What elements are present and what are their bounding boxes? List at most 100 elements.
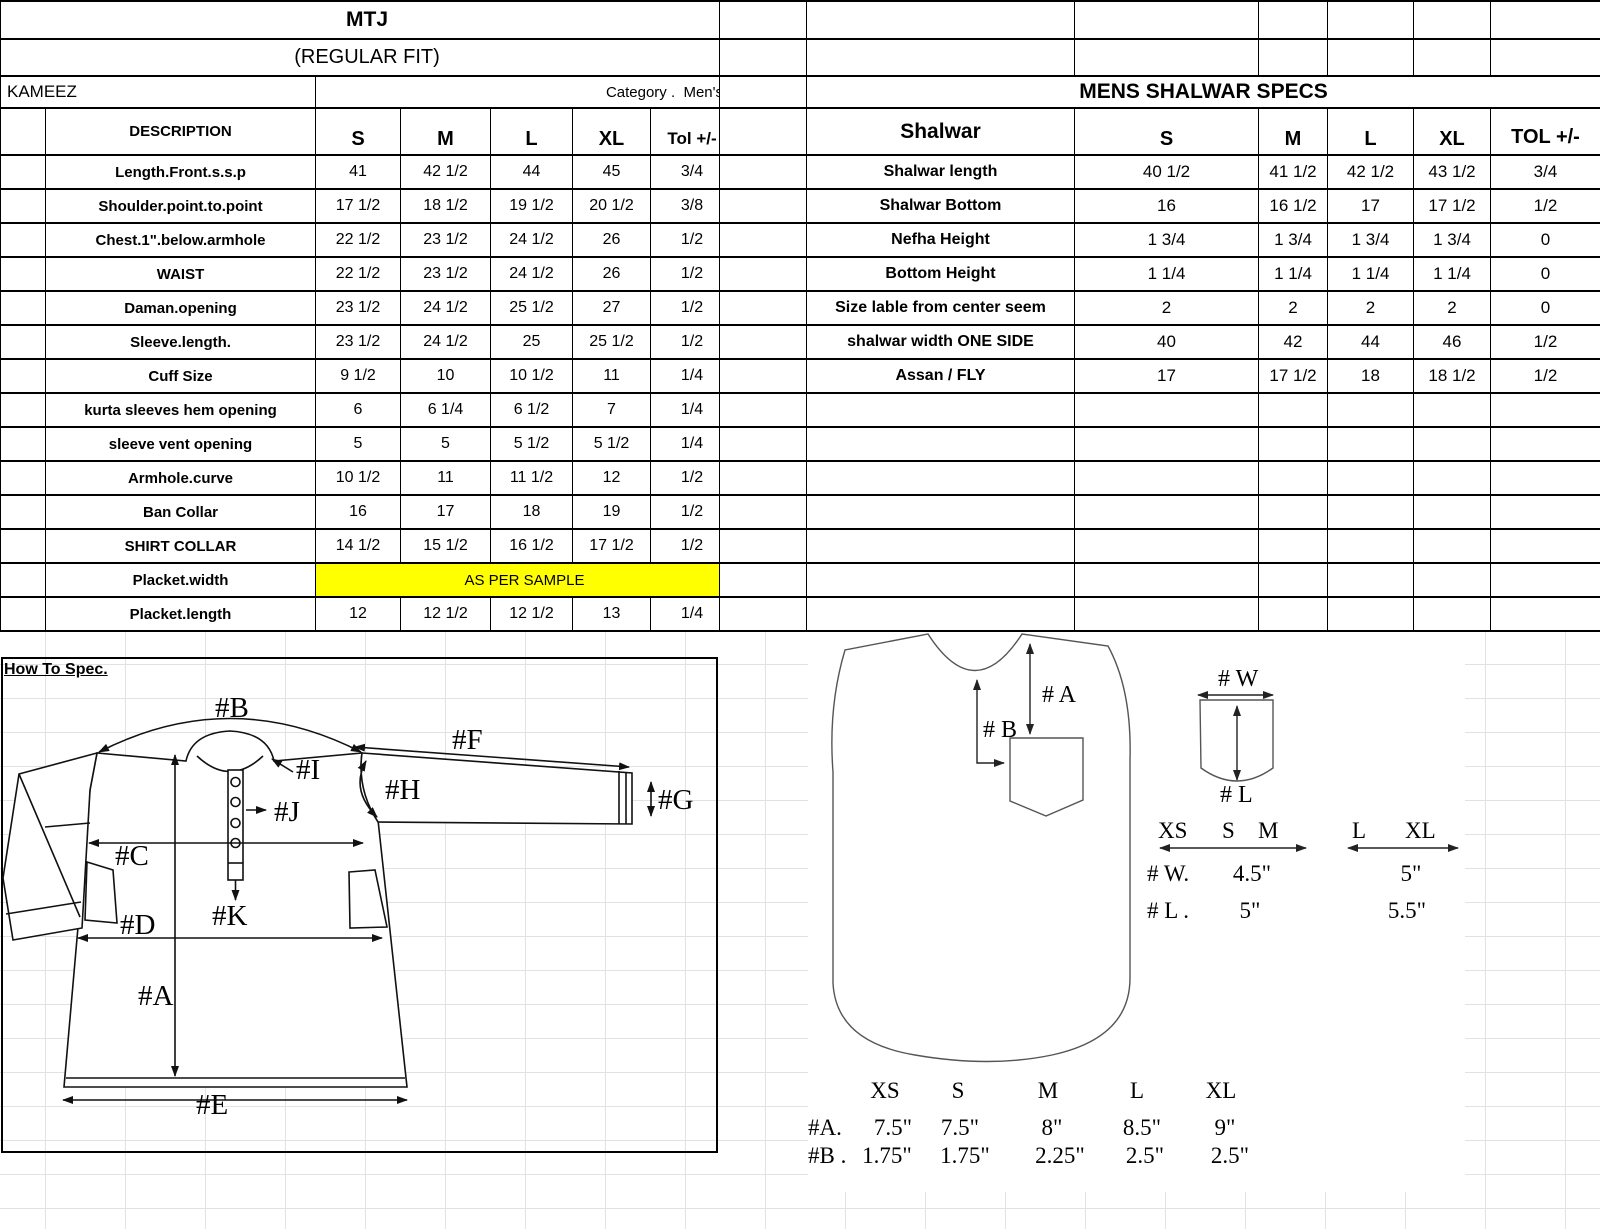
- size-value-cell: 2: [1074, 290, 1259, 326]
- description-cell: Placket.width: [45, 562, 316, 598]
- empty-cell: [1490, 562, 1600, 598]
- size-value-cell: 22 1/2: [315, 222, 401, 258]
- size-value-cell: 5 1/2: [572, 426, 651, 462]
- size-value-cell: 27: [572, 290, 651, 326]
- shalwar-spec-table: MENS SHALWAR SPECS Shalwar S M L XL TOL …: [719, 0, 1600, 632]
- size-value-cell: 17: [1074, 358, 1259, 394]
- empty-cell: [806, 494, 1075, 530]
- size-value-cell: 9 1/2: [315, 358, 401, 394]
- description-cell: Daman.opening: [45, 290, 316, 326]
- empty-cell: [806, 0, 1075, 40]
- description-cell: Shalwar length: [806, 154, 1075, 190]
- spec-row: Shoulder.point.to.point 17 1/2 18 1/2 19 1/…: [0, 188, 735, 224]
- size-value-cell: 16: [1074, 188, 1259, 224]
- size-col-xl: XL: [1206, 1078, 1237, 1103]
- size-value-cell: 11 1/2: [490, 460, 573, 496]
- size-value-cell: 22 1/2: [315, 256, 401, 292]
- size-range1-m: M: [1258, 818, 1278, 843]
- empty-row: [719, 562, 1600, 598]
- empty-cell: [1258, 460, 1328, 496]
- empty-cell: [1074, 392, 1259, 428]
- empty-cell: [1074, 528, 1259, 564]
- kameez-spec-table: MTJ (REGULAR FIT) KAMEEZ Category . Men'…: [0, 0, 735, 632]
- description-cell: SHIRT COLLAR: [45, 528, 316, 564]
- size-value-cell: 2: [1258, 290, 1328, 326]
- size-value-cell: 12: [572, 460, 651, 496]
- spec-row: Placket.length 12 12 1/2 12 1/2 13 1/4: [0, 596, 735, 632]
- empty-row: [719, 528, 1600, 564]
- dim-label-a: # A: [1042, 682, 1077, 708]
- spec-row: shalwar width ONE SIDE 40 42 44 46 1/2: [719, 324, 1600, 360]
- spec-row: kurta sleeves hem opening 6 6 1/4 6 1/2 7 1/4: [0, 392, 735, 428]
- empty-cell: [806, 426, 1075, 462]
- empty-cell: [0, 358, 46, 394]
- col-header-s: S: [315, 107, 401, 156]
- col-header-xl: XL: [1413, 107, 1491, 156]
- pocket-length-label: # L: [1220, 782, 1253, 808]
- size-value-cell: 2: [1327, 290, 1414, 326]
- col-header-l: L: [490, 107, 573, 156]
- description-cell: WAIST: [45, 256, 316, 292]
- size-row-label: #A.: [808, 1115, 842, 1140]
- spec-row: Nefha Height 1 3/4 1 3/4 1 3/4 1 3/4 0: [719, 222, 1600, 258]
- size-value-cell: 20 1/2: [572, 188, 651, 224]
- empty-cell: [1490, 528, 1600, 564]
- size-col-xs: XS: [870, 1078, 899, 1103]
- pocket-spec-value: 4.5": [1233, 861, 1271, 886]
- description-cell: Bottom Height: [806, 256, 1075, 292]
- size-value-cell: 44: [1327, 324, 1414, 360]
- empty-cell: [719, 392, 807, 428]
- size-value-cell: 1 1/4: [1258, 256, 1328, 292]
- size-value-cell: 18: [1327, 358, 1414, 394]
- empty-cell: [0, 188, 46, 224]
- size-value-cell: 19 1/2: [490, 188, 573, 224]
- size-value-cell: 10 1/2: [315, 460, 401, 496]
- size-value-cell: 42: [1258, 324, 1328, 360]
- size-value-cell: 17: [1327, 188, 1414, 224]
- description-cell: sleeve vent opening: [45, 426, 316, 462]
- size-value-cell: 5: [315, 426, 401, 462]
- empty-cell: [0, 290, 46, 326]
- empty-cell: [1074, 562, 1259, 598]
- description-cell: Cuff Size: [45, 358, 316, 394]
- size-value-cell: 19: [572, 494, 651, 530]
- empty-cell: [1258, 528, 1328, 564]
- spec-row: Cuff Size 9 1/2 10 10 1/2 11 1/4: [0, 358, 735, 394]
- spec-row: sleeve vent opening 5 5 5 1/2 5 1/2 1/4: [0, 426, 735, 462]
- empty-row: [719, 596, 1600, 632]
- col-header-s: S: [1074, 107, 1259, 156]
- size-value-cell: 42 1/2: [1327, 154, 1414, 190]
- size-value-cell: 14 1/2: [315, 528, 401, 564]
- spec-row: Armhole.curve 10 1/2 11 11 1/2 12 1/2: [0, 460, 735, 496]
- empty-cell: [1327, 392, 1414, 428]
- empty-cell: [1490, 392, 1600, 428]
- size-value-cell: 5 1/2: [490, 426, 573, 462]
- size-value-cell: 6: [315, 392, 401, 428]
- empty-cell: [1413, 0, 1491, 40]
- empty-cell: [1258, 0, 1328, 40]
- size-value-cell: 26: [572, 256, 651, 292]
- size-value: 2.5": [1126, 1143, 1164, 1168]
- empty-cell: [1258, 426, 1328, 462]
- empty-cell: [1413, 392, 1491, 428]
- size-value-cell: 1 3/4: [1327, 222, 1414, 258]
- col-header-m: M: [1258, 107, 1328, 156]
- empty-cell: [0, 392, 46, 428]
- size-value-cell: 24 1/2: [400, 290, 491, 326]
- pocket-spec-value: 5": [1401, 861, 1422, 886]
- empty-cell: [1074, 426, 1259, 462]
- empty-cell: [1258, 562, 1328, 598]
- empty-cell: [0, 154, 46, 190]
- size-value-cell: 11: [400, 460, 491, 496]
- empty-cell: [0, 596, 46, 632]
- pocket-spec-row-label: # W.: [1147, 861, 1189, 886]
- size-value-cell: 16 1/2: [1258, 188, 1328, 224]
- size-value-cell: 6 1/2: [490, 392, 573, 428]
- empty-cell: [1327, 460, 1414, 496]
- description-cell: Shoulder.point.to.point: [45, 188, 316, 224]
- empty-cell: [1413, 494, 1491, 530]
- empty-cell: [806, 528, 1075, 564]
- col-header-m: M: [400, 107, 491, 156]
- size-value-cell: 1 3/4: [1413, 222, 1491, 258]
- empty-cell: [0, 460, 46, 496]
